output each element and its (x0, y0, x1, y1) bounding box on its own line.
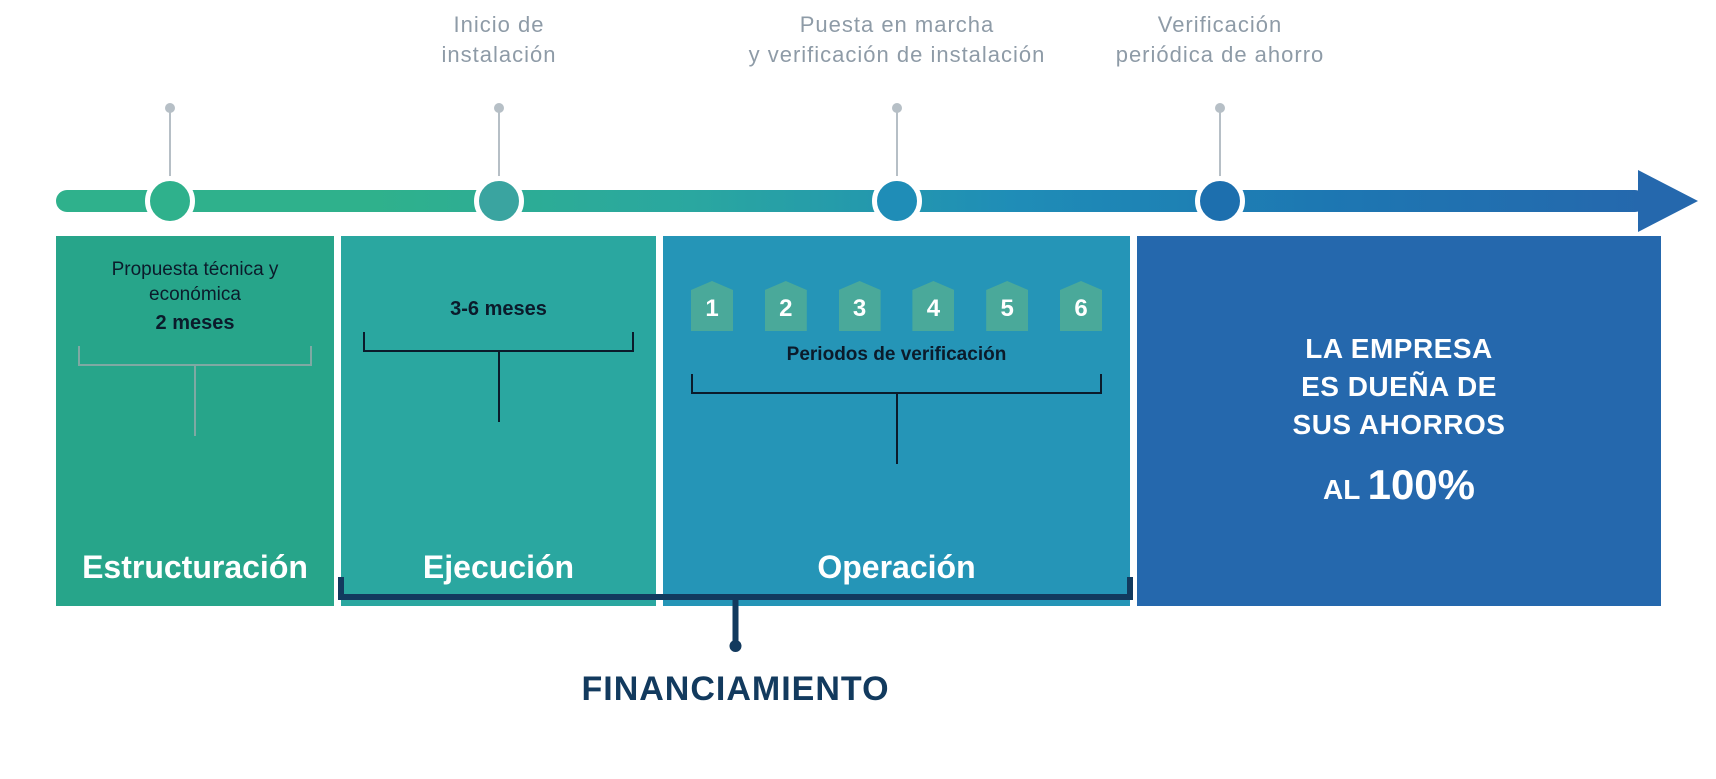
final-percent-line: AL 100% (1137, 457, 1661, 514)
final-message: LA EMPRESAES DUEÑA DESUS AHORROS AL 100% (1137, 330, 1661, 514)
financiamiento-label: FINANCIAMIENTO (436, 670, 1036, 709)
financiamiento-bracket (335, 577, 1136, 670)
phase-subtext-0: Propuesta técnica yeconómica (78, 258, 312, 307)
phase-bracket-2 (691, 374, 1102, 464)
phase-duration-0: 2 meses (78, 312, 312, 335)
timeline-node-2 (872, 176, 922, 226)
period-chip-3: 4 (912, 281, 954, 331)
phase-duration-1: 3-6 meses (363, 298, 634, 321)
phase-title-0: Estructuración (56, 549, 334, 586)
phase-bracket-1 (363, 332, 634, 422)
timeline-diagram: Inicio deinstalación Puesta en marchay ve… (0, 0, 1716, 779)
timeline-node-3 (1195, 176, 1245, 226)
period-chip-5: 6 (1060, 281, 1102, 331)
milestone-label-1: Inicio deinstalación (389, 10, 609, 69)
milestone-label-2: Puesta en marchay verificación de instal… (687, 10, 1107, 69)
phase-bracket-0 (78, 346, 312, 436)
period-chip-4: 5 (986, 281, 1028, 331)
final-line: SUS AHORROS (1137, 406, 1661, 444)
periods-label: Periodos de verificación (691, 344, 1102, 366)
timeline-node-0 (145, 176, 195, 226)
milestone-label-3: Verificaciónperiódica de ahorro (1060, 10, 1380, 69)
final-line: ES DUEÑA DE (1137, 368, 1661, 406)
period-chip-1: 2 (765, 281, 807, 331)
final-line: LA EMPRESA (1137, 330, 1661, 368)
period-chip-0: 1 (691, 281, 733, 331)
period-chip-2: 3 (839, 281, 881, 331)
timeline-node-1 (474, 176, 524, 226)
